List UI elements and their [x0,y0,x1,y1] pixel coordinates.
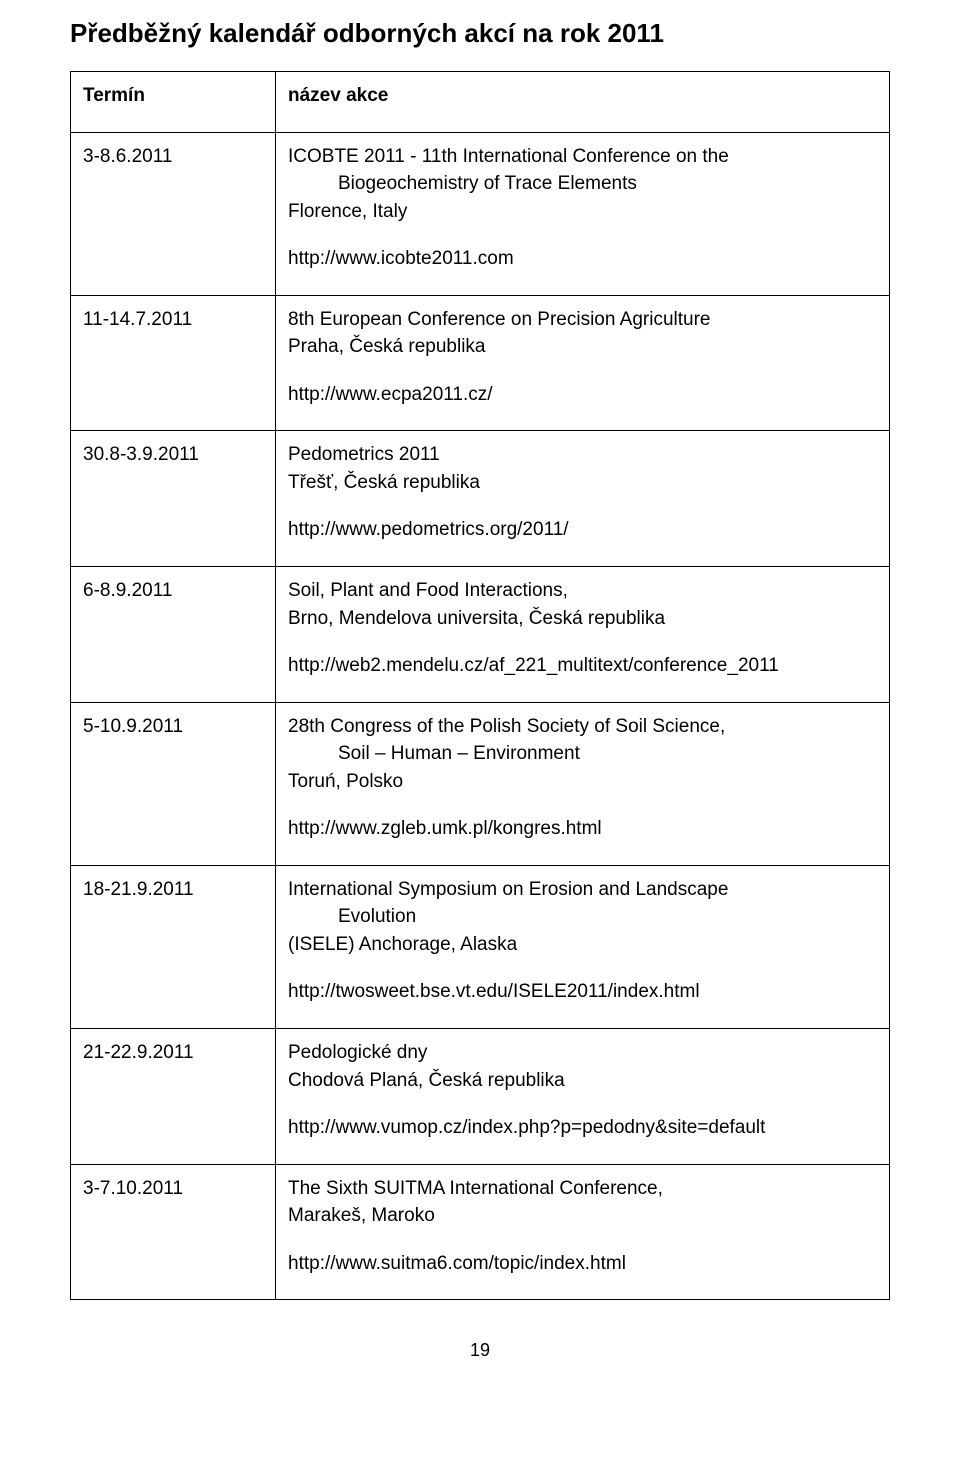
table-row: 3-7.10.2011 The Sixth SUITMA Internation… [71,1164,890,1300]
event-date: 21-22.9.2011 [71,1029,276,1165]
event-cell: Soil, Plant and Food Interactions, Brno,… [276,567,890,703]
table-row: 6-8.9.2011 Soil, Plant and Food Interact… [71,567,890,703]
event-link: http://www.icobte2011.com [288,245,877,273]
table-row: 11-14.7.2011 8th European Conference on … [71,295,890,431]
table-row: 18-21.9.2011 International Symposium on … [71,865,890,1028]
event-cell: International Symposium on Erosion and L… [276,865,890,1028]
event-link: http://www.vumop.cz/index.php?p=pedodny&… [288,1114,877,1142]
event-title: 8th European Conference on Precision Agr… [288,306,877,334]
event-subtitle: Soil – Human – Environment [288,740,877,768]
event-title: Pedologické dny [288,1039,877,1067]
table-row: 5-10.9.2011 28th Congress of the Polish … [71,702,890,865]
col-header-event: název akce [276,72,890,133]
event-date: 30.8-3.9.2011 [71,431,276,567]
event-title: ICOBTE 2011 - 11th International Confere… [288,143,877,171]
calendar-table: Termín název akce 3-8.6.2011 ICOBTE 2011… [70,71,890,1300]
event-cell: 28th Congress of the Polish Society of S… [276,702,890,865]
table-row: 30.8-3.9.2011 Pedometrics 2011 Třešť, Če… [71,431,890,567]
table-row: 3-8.6.2011 ICOBTE 2011 - 11th Internatio… [71,132,890,295]
event-cell: The Sixth SUITMA International Conferenc… [276,1164,890,1300]
event-cell: 8th European Conference on Precision Agr… [276,295,890,431]
col-header-date: Termín [71,72,276,133]
event-subtitle: Evolution [288,903,877,931]
page-number: 19 [70,1340,890,1361]
event-location: Třešť, Česká republika [288,469,877,497]
event-location: Toruń, Polsko [288,768,877,796]
event-subtitle: Biogeochemistry of Trace Elements [288,170,877,198]
event-link: http://www.ecpa2011.cz/ [288,381,877,409]
event-location: Marakeš, Maroko [288,1202,877,1230]
event-title: Pedometrics 2011 [288,441,877,469]
table-row: 21-22.9.2011 Pedologické dny Chodová Pla… [71,1029,890,1165]
event-title: International Symposium on Erosion and L… [288,876,877,904]
table-header-row: Termín název akce [71,72,890,133]
event-cell: ICOBTE 2011 - 11th International Confere… [276,132,890,295]
event-date: 6-8.9.2011 [71,567,276,703]
event-date: 18-21.9.2011 [71,865,276,1028]
event-date: 3-8.6.2011 [71,132,276,295]
event-location: Praha, Česká republika [288,333,877,361]
event-title: The Sixth SUITMA International Conferenc… [288,1175,877,1203]
event-link: http://twosweet.bse.vt.edu/ISELE2011/ind… [288,978,877,1006]
event-location: Brno, Mendelova universita, Česká republ… [288,605,877,633]
event-cell: Pedometrics 2011 Třešť, Česká republika … [276,431,890,567]
event-link: http://www.pedometrics.org/2011/ [288,516,877,544]
event-location: (ISELE) Anchorage, Alaska [288,931,877,959]
event-location: Florence, Italy [288,198,877,226]
event-location: Chodová Planá, Česká republika [288,1067,877,1095]
event-link: http://www.zgleb.umk.pl/kongres.html [288,815,877,843]
event-date: 3-7.10.2011 [71,1164,276,1300]
event-link: http://www.suitma6.com/topic/index.html [288,1250,877,1278]
page: Předběžný kalendář odborných akcí na rok… [0,0,960,1391]
event-cell: Pedologické dny Chodová Planá, Česká rep… [276,1029,890,1165]
event-link: http://web2.mendelu.cz/af_221_multitext/… [288,652,877,680]
event-date: 5-10.9.2011 [71,702,276,865]
event-title: Soil, Plant and Food Interactions, [288,577,877,605]
event-date: 11-14.7.2011 [71,295,276,431]
event-title: 28th Congress of the Polish Society of S… [288,713,877,741]
page-title: Předběžný kalendář odborných akcí na rok… [70,18,890,49]
